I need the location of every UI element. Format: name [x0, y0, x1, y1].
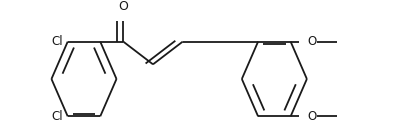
Text: Cl: Cl: [51, 110, 63, 123]
Text: O: O: [307, 35, 316, 48]
Text: O: O: [118, 0, 128, 13]
Text: O: O: [307, 110, 316, 123]
Text: Cl: Cl: [51, 35, 63, 48]
